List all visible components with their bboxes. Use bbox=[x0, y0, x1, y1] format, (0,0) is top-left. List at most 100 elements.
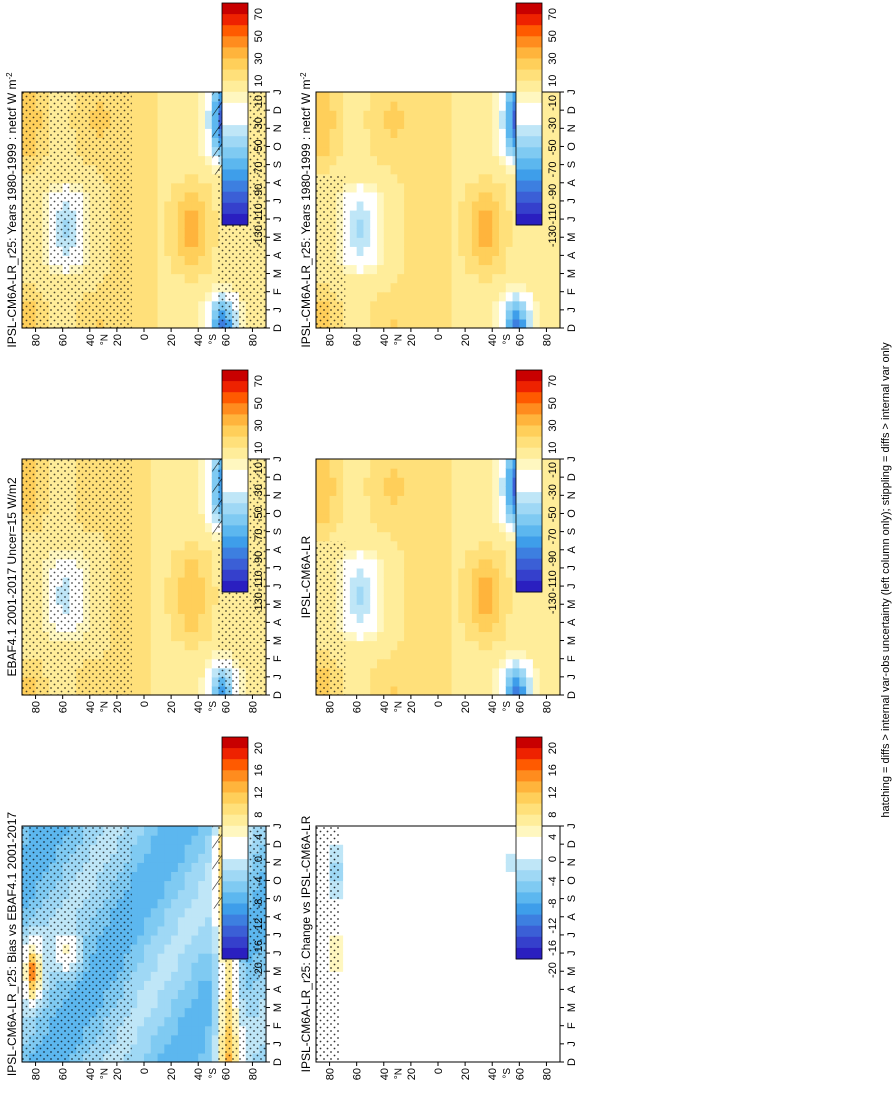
heat-cell bbox=[157, 613, 165, 623]
heat-cell bbox=[336, 155, 344, 166]
heat-cell bbox=[383, 549, 392, 560]
heat-cell bbox=[553, 182, 561, 193]
heat-cell bbox=[526, 685, 534, 696]
heat-cell bbox=[363, 110, 371, 120]
heat-cell bbox=[444, 477, 453, 487]
heat-cell bbox=[499, 685, 507, 696]
heat-cell bbox=[370, 173, 378, 184]
heat-cell bbox=[546, 577, 554, 587]
heat-cell bbox=[363, 595, 371, 605]
heat-cell bbox=[377, 649, 385, 660]
heat-cell bbox=[451, 200, 459, 211]
colorbar-label: -90 bbox=[547, 551, 559, 567]
heat-cell bbox=[492, 246, 500, 256]
month-tick-label: M bbox=[272, 600, 284, 609]
heat-cell bbox=[424, 649, 432, 660]
heat-cell bbox=[356, 200, 365, 211]
heat-cell bbox=[438, 119, 446, 129]
heat-cell bbox=[539, 300, 548, 311]
lat-tick-label: 40 bbox=[193, 334, 205, 346]
heat-cell bbox=[451, 540, 459, 551]
heat-cell bbox=[377, 595, 385, 605]
heat-cell bbox=[211, 971, 220, 981]
heat-cell bbox=[383, 309, 392, 320]
heat-cell bbox=[137, 495, 145, 505]
heat-cell bbox=[478, 291, 487, 302]
heat-cell bbox=[377, 146, 385, 157]
heat-cell bbox=[130, 309, 138, 320]
heat-cell bbox=[198, 219, 206, 229]
heat-cell bbox=[137, 685, 145, 696]
heat-cell bbox=[465, 191, 473, 202]
colorbar-label: -70 bbox=[253, 529, 265, 545]
heat-cell bbox=[505, 595, 514, 605]
heat-cell bbox=[404, 640, 412, 651]
heat-cell bbox=[130, 676, 138, 687]
heat-cell bbox=[431, 128, 439, 138]
heat-cell bbox=[205, 137, 213, 148]
heat-cell bbox=[130, 101, 138, 111]
heat-cell bbox=[150, 92, 159, 102]
heat-cell bbox=[404, 522, 412, 533]
heat-cell bbox=[171, 944, 179, 954]
heat-cell bbox=[177, 862, 186, 872]
heat-cell bbox=[465, 291, 473, 302]
heat-cell bbox=[410, 137, 419, 148]
heat-cell bbox=[157, 1016, 165, 1027]
heat-cell bbox=[397, 586, 405, 596]
heat-cell bbox=[171, 962, 179, 972]
heat-cell bbox=[198, 531, 206, 542]
lat-tick-label: 20 bbox=[112, 701, 124, 713]
heat-cell bbox=[539, 685, 548, 696]
heat-cell bbox=[404, 477, 412, 487]
heat-cell bbox=[191, 146, 199, 157]
heat-cell bbox=[471, 282, 480, 293]
heat-cell bbox=[191, 871, 199, 882]
heat-cell bbox=[356, 101, 365, 111]
heat-cell bbox=[471, 640, 480, 651]
heat-cell bbox=[471, 309, 480, 320]
heat-cell bbox=[171, 200, 179, 211]
heat-cell bbox=[205, 667, 213, 678]
heat-cell bbox=[164, 685, 172, 696]
heat-cell bbox=[177, 182, 186, 193]
heat-cell bbox=[336, 468, 344, 478]
month-tick-label: M bbox=[272, 269, 284, 278]
heat-cell bbox=[492, 291, 500, 302]
heat-cell bbox=[205, 300, 213, 311]
heat-cell bbox=[130, 667, 138, 678]
heat-cell bbox=[211, 595, 220, 605]
heat-cell bbox=[150, 128, 159, 138]
heat-cell bbox=[519, 282, 527, 293]
heat-cell bbox=[137, 631, 145, 642]
heat-cell bbox=[205, 237, 213, 247]
heat-cell bbox=[184, 971, 193, 981]
heat-cell bbox=[191, 934, 199, 945]
colorbar-swatch bbox=[516, 47, 542, 59]
colorbar-label: -110 bbox=[253, 203, 265, 224]
heat-cell bbox=[356, 164, 365, 175]
heat-cell bbox=[157, 1034, 165, 1045]
heat-cell bbox=[157, 300, 165, 311]
heat-cell bbox=[144, 835, 152, 845]
heat-cell bbox=[205, 586, 213, 596]
heat-cell bbox=[171, 577, 179, 587]
heat-cell bbox=[492, 685, 500, 696]
heat-cell bbox=[478, 264, 487, 275]
heat-cell bbox=[205, 191, 213, 202]
colorbar-label: 70 bbox=[547, 8, 559, 20]
heat-cell bbox=[205, 989, 213, 1000]
heat-cell bbox=[329, 155, 337, 166]
heat-cell bbox=[349, 119, 358, 129]
heat-cell bbox=[164, 513, 172, 524]
heat-cell bbox=[177, 631, 186, 642]
heat-cell bbox=[505, 228, 514, 238]
heat-cell bbox=[363, 255, 371, 266]
heat-cell bbox=[150, 613, 159, 623]
heat-cell bbox=[177, 835, 186, 845]
heat-cell bbox=[397, 164, 405, 175]
heat-cell bbox=[144, 459, 152, 469]
heat-cell bbox=[553, 504, 561, 515]
heat-cell bbox=[370, 282, 378, 293]
heat-cell bbox=[137, 255, 145, 266]
